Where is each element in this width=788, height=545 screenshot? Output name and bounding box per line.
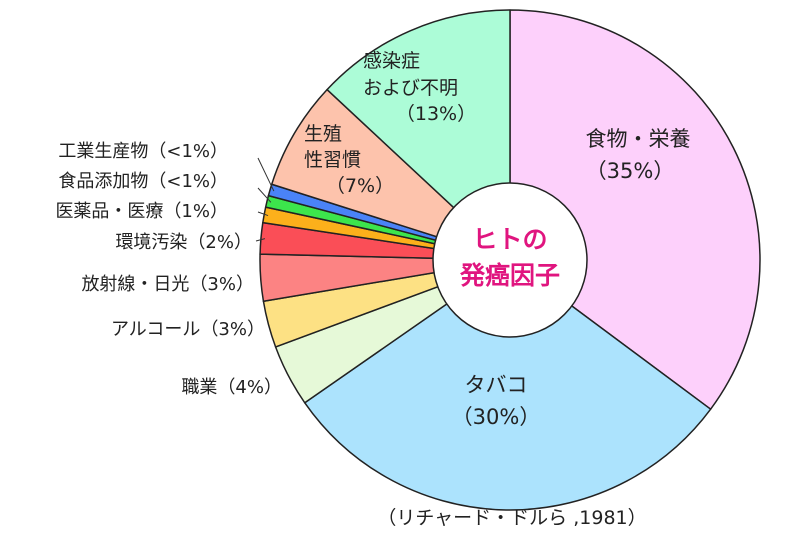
slice-label-tobacco: タバコ: [465, 373, 528, 397]
leader-line-7: [257, 187, 272, 203]
donut-hole: [432, 182, 588, 338]
slice-pct-food: （35%）: [586, 159, 675, 183]
center-label-line-1: ヒトの: [472, 225, 547, 254]
slice-label-additives: 食品添加物（<1%）: [58, 171, 228, 192]
slice-label-radiation: 放射線・日光（3%）: [81, 274, 254, 295]
slice-label-alcohol: アルコール（3%）: [111, 319, 265, 340]
leader-line-5: [255, 238, 266, 242]
slice-pct-reproductive: （7%）: [326, 175, 394, 197]
slice-label-infection-1: 感染症: [363, 50, 420, 72]
slice-label-reproductive-1: 生殖: [304, 123, 342, 145]
leader-line-6: [257, 211, 269, 217]
slice-pct-tobacco: （30%）: [452, 405, 541, 429]
slice-label-infection-2: および不明: [363, 77, 458, 99]
leader-line-8: [257, 157, 275, 192]
slice-label-pollution: 環境汚染（2%）: [115, 232, 252, 253]
leader-lines: [255, 157, 275, 242]
slice-label-occupation: 職業（4%）: [181, 377, 282, 398]
slice-pct-infection: （13%）: [396, 103, 476, 125]
pie-slice-0: [509, 9, 761, 410]
pie-slice-1: [304, 259, 712, 511]
slice-label-industrial: 工業生産物（<1%）: [58, 141, 228, 162]
slice-label-medicine: 医薬品・医療（1%）: [55, 201, 228, 222]
slice-label-food: 食物・栄養: [586, 127, 691, 151]
slice-label-reproductive-2: 性習慣: [304, 149, 361, 171]
center-label-line-2: 発癌因子: [459, 261, 560, 290]
source-citation: （リチャード・ドルら ,1981）: [377, 507, 646, 529]
